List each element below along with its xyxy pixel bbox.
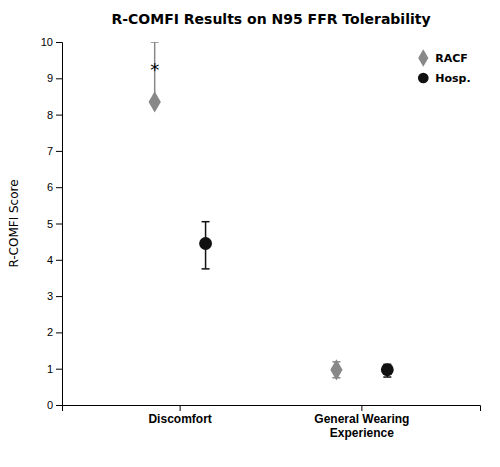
tick-mark [56, 42, 62, 43]
point [330, 359, 342, 380]
tick: General WearingExperience [314, 405, 409, 440]
legend-item: RACF [418, 49, 468, 67]
axis-line [56, 43, 63, 406]
tick: Discomfort [148, 405, 211, 426]
legend-symbol [418, 49, 428, 67]
tick: 3 [47, 290, 62, 302]
error-bar-cap [202, 221, 210, 223]
tick-mark [56, 405, 62, 406]
tick: 4 [47, 254, 62, 266]
tick-mark [361, 405, 362, 411]
tick-label: 7 [47, 145, 53, 157]
tick-label: 8 [47, 109, 53, 121]
tick: 10 [41, 36, 62, 48]
tick-label: 0 [47, 399, 53, 411]
tick: 5 [47, 218, 62, 230]
tick-label: 9 [47, 72, 53, 84]
legend: RACF Hosp. [418, 49, 471, 85]
tick-mark [56, 151, 62, 152]
tick-label: 10 [41, 36, 53, 48]
marks [149, 42, 394, 380]
point [199, 237, 212, 250]
tick-label: General WearingExperience [314, 412, 409, 440]
tick-label-line: Discomfort [148, 412, 211, 426]
annotation: * [150, 59, 159, 80]
legend-item: Hosp. [418, 72, 471, 85]
error-bar-cap [202, 268, 210, 270]
tick: 0 [47, 399, 62, 411]
tick-mark [56, 187, 62, 188]
plot: 0 1 2 3 4 5 6 7 8 9 10 Discomfort General WearingExp… [41, 36, 481, 440]
tick-label: 4 [47, 254, 53, 266]
title: R-COMFI Results on N95 FFR Tolerability [111, 11, 430, 27]
y-axis: 0 1 2 3 4 5 6 7 8 9 10 [41, 36, 63, 411]
error-bar-cap [383, 376, 391, 378]
series [199, 222, 394, 377]
tick: 6 [47, 181, 62, 193]
tick-mark [180, 405, 181, 411]
axis-title: R-COMFI Score [7, 179, 21, 267]
point [149, 91, 161, 112]
tick-mark [56, 115, 62, 116]
tick-label: 3 [47, 290, 53, 302]
tick-mark [56, 332, 62, 333]
tick-label: Discomfort [148, 412, 211, 426]
tick-label: 6 [47, 181, 53, 193]
tick: 1 [47, 363, 62, 375]
tick: 2 [47, 326, 62, 338]
axis-line [63, 406, 481, 412]
legend-label: RACF [435, 52, 468, 65]
tick-mark [56, 296, 62, 297]
tick-mark [56, 260, 62, 261]
tick: 9 [47, 72, 62, 84]
legend-symbol [418, 73, 429, 84]
legend-label: Hosp. [435, 72, 470, 85]
tick: 7 [47, 145, 62, 157]
point [381, 363, 394, 376]
chart: 0 1 2 3 4 5 6 7 8 9 10 Discomfort General WearingExp… [0, 0, 500, 467]
tick-label: 2 [47, 326, 53, 338]
tick-label-line: General Wearing [314, 412, 409, 426]
tick: 8 [47, 109, 62, 121]
tick-mark [56, 78, 62, 79]
error-bar-cap [151, 42, 159, 43]
tick-label-line: Experience [330, 426, 394, 440]
tick-mark [56, 369, 62, 370]
tick-label: 5 [47, 218, 53, 230]
tick-mark [56, 224, 62, 225]
x-axis: Discomfort General WearingExperience [63, 405, 481, 440]
series [149, 42, 343, 380]
tick-label: 1 [47, 363, 53, 375]
